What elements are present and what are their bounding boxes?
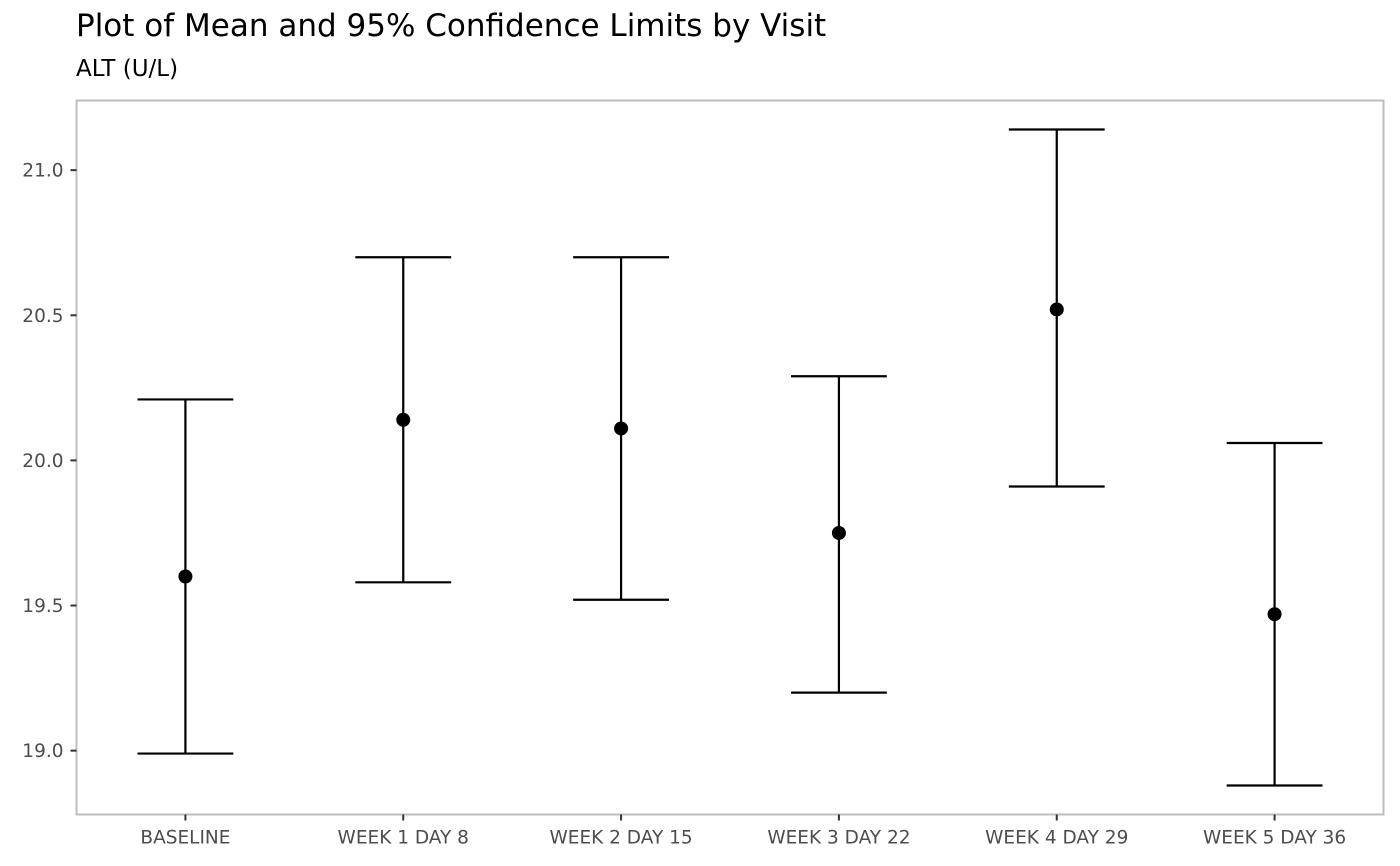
x-tick-label: WEEK 3 DAY 22	[767, 828, 910, 849]
mean-point	[1267, 607, 1282, 622]
y-tick-label: 19.5	[22, 596, 63, 617]
error-bars	[137, 128, 1323, 787]
x-tick-label: WEEK 1 DAY 8	[338, 828, 469, 849]
x-tick-label: WEEK 5 DAY 36	[1203, 828, 1346, 849]
x-tick-label: WEEK 4 DAY 29	[985, 828, 1128, 849]
errorbar-group	[355, 256, 452, 584]
mean-point	[178, 569, 193, 584]
mean-point	[1049, 302, 1064, 317]
y-tick-label: 20.0	[22, 451, 63, 472]
chart-title: Plot of Mean and 95% Confidence Limits b…	[76, 8, 827, 44]
plot-panel-border	[75, 99, 1385, 816]
y-tick-label: 21.0	[22, 161, 63, 182]
errorbar-group	[573, 256, 670, 601]
errorbar-group	[1226, 441, 1323, 787]
x-tick-label: BASELINE	[140, 828, 230, 849]
errorbar-group	[137, 398, 234, 755]
errorbar-group	[790, 375, 887, 694]
mean-point	[831, 525, 846, 540]
y-tick-label: 20.5	[22, 306, 63, 327]
chart-subtitle: ALT (U/L)	[76, 56, 179, 82]
mean-point	[614, 421, 629, 436]
y-tick-label: 19.0	[22, 741, 63, 762]
y-axis: 19.0 19.5 20.0 20.5 21.0	[22, 161, 77, 762]
x-axis: BASELINE WEEK 1 DAY 8 WEEK 2 DAY 15 WEEK 3 …	[140, 814, 1346, 849]
x-tick-label: WEEK 2 DAY 15	[549, 828, 692, 849]
mean-point	[396, 412, 411, 427]
errorbar-group	[1008, 128, 1105, 488]
